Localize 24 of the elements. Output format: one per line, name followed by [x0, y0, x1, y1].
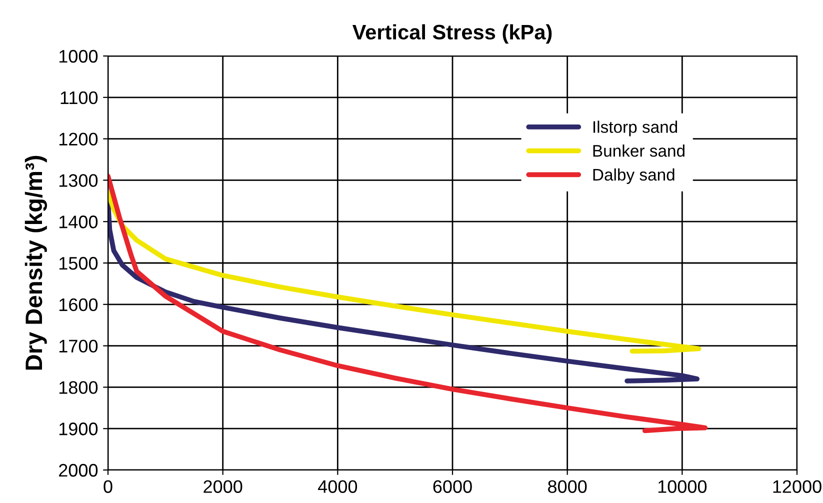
- y-tick-label: 1300: [59, 174, 98, 187]
- y-tick-label: 1200: [59, 132, 98, 146]
- line-series: [108, 190, 702, 354]
- y-tick-label: 1500: [59, 256, 98, 270]
- y-tick-label: 1800: [59, 381, 98, 394]
- x-tick-label: 6000: [433, 480, 472, 493]
- y-tick-label: 1900: [59, 422, 98, 436]
- x-tick-label: 12000: [773, 480, 822, 493]
- y-tick-label: 2000: [59, 464, 98, 477]
- y-tick-label: 1600: [59, 298, 98, 312]
- y-axis-title: Dry Density (kg/m³): [24, 156, 48, 370]
- x-tick-label: 10000: [658, 480, 707, 493]
- y-tick-label: 1700: [59, 340, 98, 353]
- x-tick-label: 4000: [318, 480, 358, 493]
- y-tick-label: 1100: [60, 91, 98, 104]
- legend-label: Dalby sand: [593, 168, 674, 184]
- x-tick-label: 2000: [204, 480, 242, 493]
- x-tick-label: 8000: [548, 480, 587, 493]
- y-tick-label: 1000: [59, 50, 98, 63]
- legend-label: Bunker sand: [593, 144, 684, 157]
- legend-label: Ilstorp sand: [594, 120, 678, 136]
- x-axis-title: Vertical Stress (kPa): [352, 24, 552, 44]
- x-tick-label: 0: [104, 480, 112, 493]
- y-tick-label: 1400: [59, 216, 98, 228]
